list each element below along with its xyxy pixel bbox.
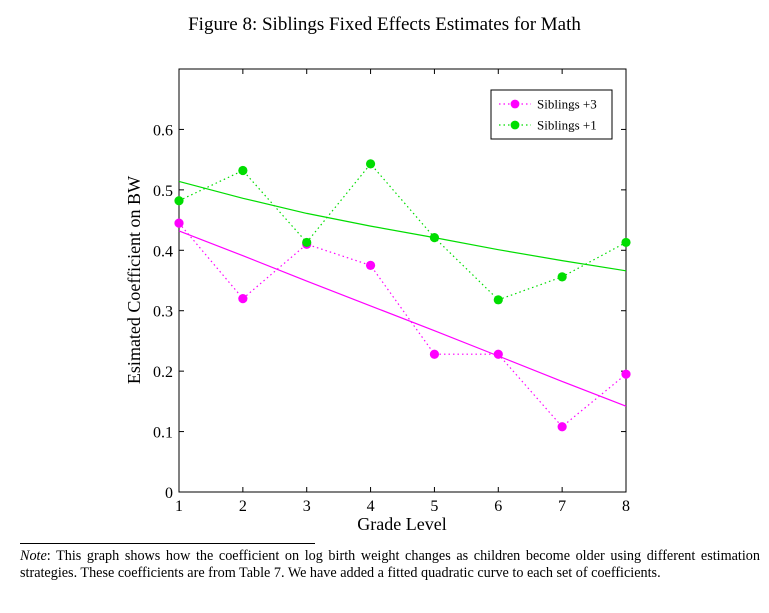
data-point-siblings-3 — [493, 349, 503, 359]
x-axis-ticks: 1 2 3 4 5 6 7 8 — [175, 69, 630, 515]
note-text: : This graph shows how the coefficient o… — [20, 548, 760, 581]
figure-title: Figure 8: Siblings Fixed Effects Estimat… — [188, 14, 581, 35]
data-point-siblings-1 — [238, 165, 248, 176]
fit-curve-siblings-3 — [178, 230, 627, 407]
legend: Siblings +3 Siblings +1 — [490, 89, 613, 140]
x-tick-label: 1 — [175, 498, 183, 515]
y-tick-label: 0 — [165, 485, 173, 502]
legend-box — [490, 89, 613, 140]
x-tick-label: 2 — [239, 498, 247, 515]
data-point-siblings-1 — [429, 232, 440, 243]
y-tick-label: 0.4 — [153, 243, 173, 260]
note-divider — [20, 543, 315, 544]
data-point-siblings-1 — [493, 295, 503, 305]
x-tick-label: 8 — [622, 498, 630, 515]
x-tick-label: 7 — [558, 498, 566, 515]
y-tick-label: 0.5 — [153, 183, 173, 200]
x-tick-label: 6 — [494, 498, 502, 515]
legend-marker-siblings-3 — [510, 99, 520, 109]
y-tick-label: 0.3 — [153, 304, 173, 321]
x-tick-label: 4 — [367, 498, 375, 515]
data-point-siblings-1 — [174, 196, 184, 206]
fitted-curves — [178, 180, 627, 407]
series-line-siblings-1 — [178, 162, 627, 301]
data-point-siblings-3 — [621, 369, 631, 379]
chart: 0 0.1 0.2 0.3 0.4 0.5 0.6 1 2 3 4 5 6 7 8 Grade Level… — [124, 68, 631, 534]
x-tick-label: 3 — [303, 498, 311, 515]
legend-label-siblings-1: Siblings +1 — [537, 118, 597, 133]
fit-curve-siblings-1 — [178, 180, 627, 272]
y-tick-label: 0.2 — [153, 364, 173, 381]
legend-marker-siblings-1 — [510, 120, 520, 130]
legend-label-siblings-3: Siblings +3 — [537, 97, 597, 112]
series-line-siblings-3 — [178, 222, 627, 428]
data-point-siblings-3 — [429, 349, 440, 359]
note-label: Note — [20, 548, 47, 564]
series-lines — [178, 162, 627, 428]
data-point-siblings-1 — [621, 237, 631, 248]
data-point-siblings-3 — [365, 260, 376, 270]
y-tick-label: 0.1 — [153, 425, 173, 442]
y-tick-label: 0.6 — [153, 122, 173, 139]
x-tick-label: 5 — [430, 498, 438, 515]
data-point-siblings-3 — [557, 422, 567, 432]
figure-note: Note: This graph shows how the coefficie… — [20, 548, 760, 582]
y-axis-label: Esimated Coefficient on BW — [124, 176, 144, 384]
data-point-siblings-1 — [557, 272, 567, 282]
x-axis-label: Grade Level — [357, 514, 446, 534]
data-points — [174, 159, 631, 432]
data-point-siblings-3 — [174, 218, 184, 228]
data-point-siblings-1 — [302, 237, 312, 248]
data-point-siblings-1 — [365, 159, 376, 169]
y-axis-ticks: 0 0.1 0.2 0.3 0.4 0.5 0.6 — [153, 122, 626, 502]
data-point-siblings-3 — [238, 294, 248, 304]
plot-area — [178, 68, 627, 493]
